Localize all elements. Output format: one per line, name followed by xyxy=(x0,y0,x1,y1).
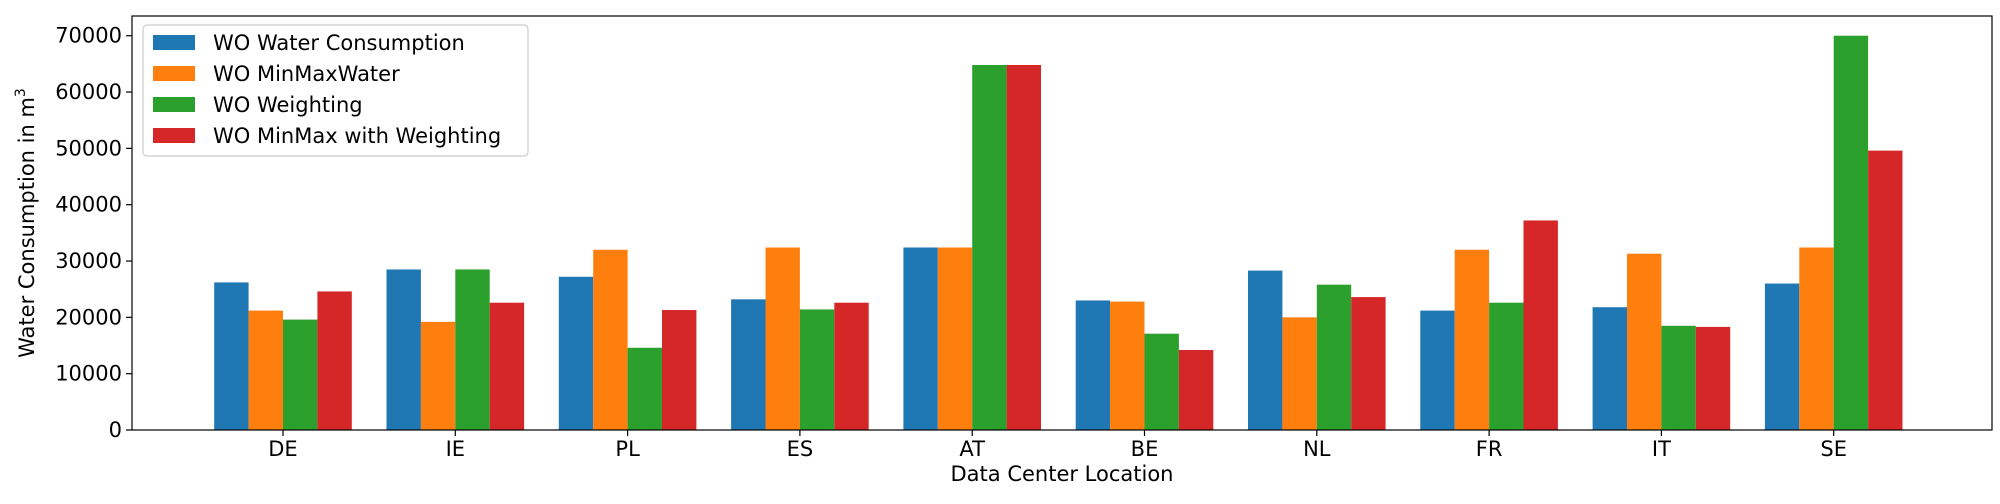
bar-BE-1 xyxy=(1075,300,1111,430)
bar-SE-2 xyxy=(1799,247,1834,430)
bar-SE-3 xyxy=(1833,35,1869,430)
bar-FR-3 xyxy=(1489,302,1524,430)
legend-swatch xyxy=(153,35,195,50)
y-tick-label: 70000 xyxy=(55,24,122,48)
x-tick-label: NL xyxy=(1303,437,1331,461)
legend: WO Water Consumption WO MinMaxWater WO Wei… xyxy=(142,24,529,157)
x-tick-label: BE xyxy=(1131,437,1159,461)
bar-NL-1 xyxy=(1248,270,1283,430)
legend-swatch xyxy=(153,128,195,143)
x-tick-label: IE xyxy=(446,437,465,461)
bar-ES-4 xyxy=(834,302,869,430)
bar-SE-4 xyxy=(1868,150,1903,430)
y-axis-label-superscript: 3 xyxy=(13,88,29,97)
x-tick-label: FR xyxy=(1476,437,1503,461)
bar-PL-1 xyxy=(558,276,594,430)
x-axis-label: Data Center Location xyxy=(951,462,1174,486)
bar-SE-1 xyxy=(1764,283,1800,430)
bar-ES-2 xyxy=(765,247,800,430)
legend-label: WO Water Consumption xyxy=(213,31,465,55)
bar-BE-4 xyxy=(1178,350,1214,430)
x-tick-label: DE xyxy=(268,437,297,461)
y-tick-label: 20000 xyxy=(55,305,122,329)
x-tick-label: AT xyxy=(959,437,985,461)
y-axis-label: Water Consumption in m3 xyxy=(13,88,39,358)
bar-IT-3 xyxy=(1661,325,1696,430)
legend-label: WO MinMaxWater xyxy=(213,62,400,86)
bar-AT-2 xyxy=(937,247,973,430)
legend-label: WO MinMax with Weighting xyxy=(213,124,501,148)
bar-ES-1 xyxy=(731,299,766,430)
y-tick-label: 30000 xyxy=(55,249,122,273)
bar-DE-1 xyxy=(214,282,249,430)
bar-BE-3 xyxy=(1144,333,1179,430)
y-tick-label: 50000 xyxy=(55,136,122,160)
bar-PL-2 xyxy=(593,249,628,430)
bar-AT-3 xyxy=(972,65,1007,430)
bar-DE-2 xyxy=(248,310,283,430)
legend-label: WO Weighting xyxy=(213,93,363,117)
bar-ES-3 xyxy=(799,309,835,430)
y-tick-label: 10000 xyxy=(55,362,122,386)
y-axis-label-text: Water Consumption in m xyxy=(15,97,39,358)
bar-FR-1 xyxy=(1420,310,1455,430)
y-tick-label: 60000 xyxy=(55,80,122,104)
bar-IE-2 xyxy=(420,321,456,430)
y-tick-label: 0 xyxy=(109,418,122,442)
bar-PL-4 xyxy=(662,310,697,430)
bar-AT-1 xyxy=(903,247,938,430)
bar-NL-4 xyxy=(1351,297,1386,430)
bar-NL-3 xyxy=(1316,284,1352,430)
legend-swatch xyxy=(153,97,195,112)
x-tick-label: ES xyxy=(787,437,814,461)
bar-DE-4 xyxy=(317,291,352,430)
bar-FR-2 xyxy=(1454,249,1490,430)
bar-IE-4 xyxy=(489,302,525,430)
bar-PL-3 xyxy=(627,347,662,430)
bars-layer xyxy=(214,35,1903,430)
legend-swatch xyxy=(153,66,195,81)
legend-box xyxy=(142,24,529,157)
bar-IE-1 xyxy=(386,269,421,430)
x-tick-label: PL xyxy=(615,437,640,461)
bar-IE-3 xyxy=(455,269,490,430)
bar-NL-2 xyxy=(1282,317,1317,430)
bar-IT-2 xyxy=(1627,253,1662,430)
x-tick-label: SE xyxy=(1820,437,1847,461)
plot-frame xyxy=(131,15,1993,431)
bar-AT-4 xyxy=(1006,65,1041,430)
bar-IT-4 xyxy=(1695,326,1731,430)
x-tick-label: IT xyxy=(1652,437,1671,461)
axes-layer: 0 10000 20000 30000 40000 50000 60000 70000 DE IE… xyxy=(13,15,1993,486)
y-tick-label: 40000 xyxy=(55,193,122,217)
bar-IT-1 xyxy=(1592,307,1627,430)
bar-FR-4 xyxy=(1523,220,1558,430)
bar-DE-3 xyxy=(283,319,318,430)
bar-BE-2 xyxy=(1110,301,1145,430)
